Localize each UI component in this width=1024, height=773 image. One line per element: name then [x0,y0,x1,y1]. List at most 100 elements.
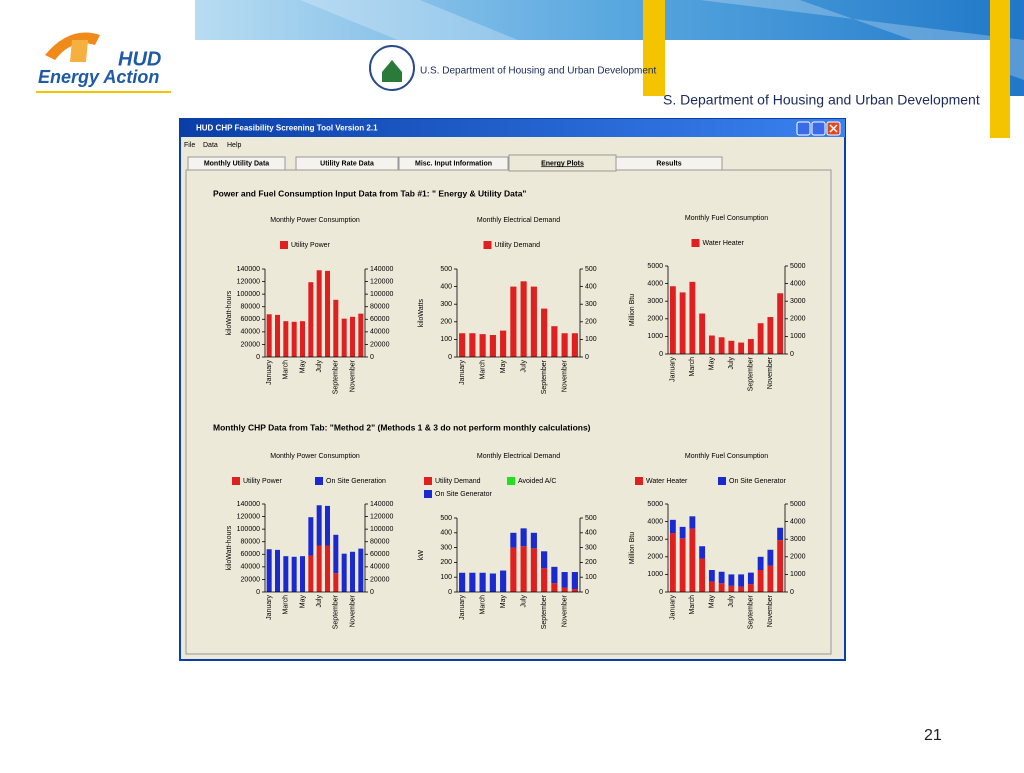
y-tick-label: 0 [659,351,663,358]
y-tick-label: 300 [440,544,452,551]
menu-item[interactable]: File [184,142,195,149]
y2-tick-label: 500 [585,515,597,522]
y-tick-label: 1000 [647,333,663,340]
y-tick-label: 5000 [647,263,663,270]
menu-item[interactable]: Data [203,142,218,149]
seal-house [382,60,402,82]
tab[interactable] [295,156,399,171]
bar [300,556,305,592]
y-tick-label: 0 [448,354,452,361]
bar [718,337,725,354]
bar [541,568,548,592]
x-tick-label: March [283,595,290,615]
bar [469,333,476,357]
y2-tick-label: 100000 [370,291,393,298]
y-tick-label: 200 [440,559,452,566]
bar [479,334,486,357]
legend-label: On Site Generator [435,491,492,498]
bar [757,556,764,570]
tab[interactable] [615,156,723,171]
y-tick-label: 2000 [647,316,663,323]
x-tick-label: January [459,595,466,620]
y2-tick-label: 1000 [790,571,806,578]
legend-label: On Site Generator [729,478,786,485]
maximize-button[interactable] [811,121,826,136]
window-title: HUD CHP Feasibility Screening Tool Versi… [196,124,378,133]
tab-label: Monthly Utility Data [204,160,269,167]
y-tick-label: 200 [440,319,452,326]
y-axis-label: kW [418,550,425,561]
legend-label: Utility Demand [495,242,541,249]
legend-label: Water Heater [703,240,745,247]
bar [275,549,280,592]
y2-tick-label: 100000 [370,526,393,533]
bar [510,547,517,592]
bar [316,505,322,546]
bar [489,335,496,357]
bar [747,339,754,354]
bar [530,532,537,549]
x-tick-label: May [500,360,507,374]
x-tick-label: November [561,359,568,392]
bar [551,583,558,592]
bar [520,546,527,592]
y-tick-label: 100000 [237,526,260,533]
x-tick-label: July [520,595,527,608]
chart-title: Monthly Fuel Consumption [685,215,768,222]
bar [767,549,774,566]
chart-title: Monthly Power Consumption [270,217,360,224]
y-tick-label: 0 [256,589,260,596]
x-tick-label: September [541,594,548,629]
x-tick-label: November [767,594,774,627]
bar [689,528,696,592]
y-tick-label: 300 [440,301,452,308]
y-tick-label: 500 [440,266,452,273]
chart-title: Monthly Electrical Demand [477,453,560,460]
y-axis-label: kiloWatt-hours [226,290,233,335]
bar [479,572,486,592]
y-tick-label: 60000 [241,316,261,323]
y-tick-label: 140000 [237,501,260,508]
bar [283,556,289,592]
y2-tick-label: 200 [585,319,597,326]
y2-tick-label: 80000 [370,539,390,546]
legend-label: On Site Generation [326,478,386,485]
y-tick-label: 400 [440,530,452,537]
y-tick-label: 3000 [647,536,663,543]
y2-tick-label: 0 [585,589,589,596]
bar [333,299,339,357]
bar [350,551,355,592]
menu-item[interactable]: Help [227,142,242,149]
bar [708,581,715,592]
x-tick-label: March [689,357,696,377]
yellow-bar [643,0,665,96]
tab[interactable] [187,156,286,171]
bar [669,519,676,534]
bar [738,342,745,354]
y2-tick-label: 80000 [370,304,390,311]
y-tick-label: 60000 [241,551,261,558]
x-tick-label: July [316,360,323,373]
y2-tick-label: 120000 [370,278,393,285]
logo-mark [70,40,88,62]
bar [708,335,715,354]
bar [699,546,706,559]
y2-tick-label: 2000 [790,554,806,561]
bar [541,308,548,357]
y2-tick-label: 3000 [790,536,806,543]
bar [738,574,745,587]
legend-swatch [691,239,700,247]
bar [561,572,568,588]
legend-swatch [280,241,288,249]
minimize-button[interactable] [796,121,811,136]
bar [669,533,676,592]
legend-label: Utility Power [291,242,331,249]
bar [283,321,289,357]
tab[interactable] [398,156,509,171]
bar [561,333,568,357]
x-tick-label: July [316,595,323,608]
y2-tick-label: 60000 [370,316,390,323]
x-tick-label: November [561,594,568,627]
y2-tick-label: 300 [585,301,597,308]
bar [510,286,517,357]
